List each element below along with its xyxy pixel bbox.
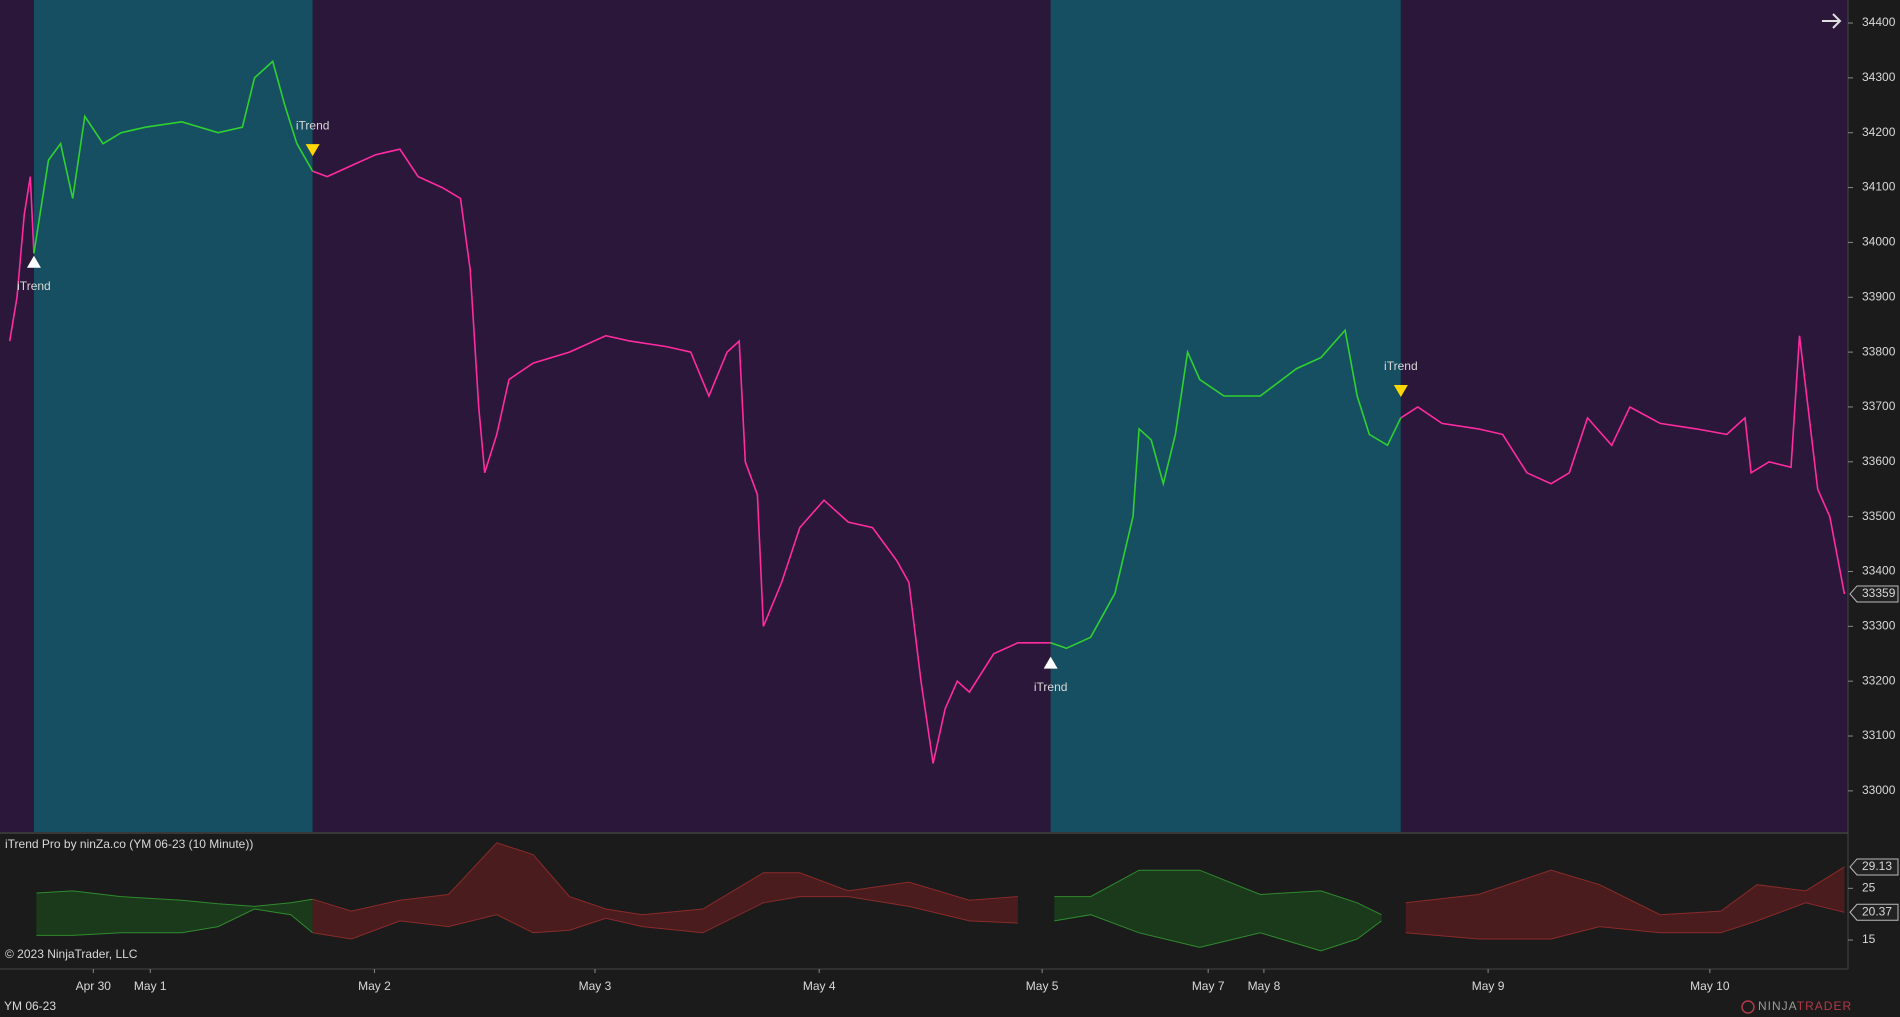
value-tag (1849, 903, 1899, 921)
trend-region (1050, 0, 1401, 832)
x-tick-label: May 3 (579, 979, 612, 993)
ribbon-fill (312, 842, 1018, 939)
ribbon-line (312, 896, 1018, 940)
signal-label: iTrend (17, 279, 51, 293)
x-tick-label: May 7 (1192, 979, 1225, 993)
y-tick-label: 33500 (1862, 509, 1896, 523)
plot-layer: iTrend iTrend iTrend iTrend (8, 59, 1846, 952)
region-layer (0, 0, 1848, 832)
trend-region (312, 0, 1051, 832)
brand: NINJATRADER (1758, 999, 1852, 1013)
price-line (8, 176, 35, 342)
y-tick-label: 33300 (1862, 619, 1896, 633)
signal-label: iTrend (296, 118, 330, 132)
y-tick-label: 33400 (1862, 564, 1896, 578)
price-line (1050, 328, 1402, 650)
signal-marker (305, 144, 320, 157)
y-tick-label: 33600 (1862, 454, 1896, 468)
trend-region (1400, 0, 1848, 832)
x-tick-label: May 8 (1248, 979, 1281, 993)
copyright: © 2023 NinjaTrader, LLC (5, 947, 138, 961)
ribbon-fill (1405, 866, 1845, 939)
x-tick-label: May 9 (1472, 979, 1505, 993)
trend-region (33, 0, 313, 832)
ribbon-line (1054, 914, 1382, 952)
y-tick-label: 33900 (1862, 289, 1896, 303)
y-tick-label: 34400 (1862, 15, 1896, 29)
ribbon-line (312, 842, 1018, 916)
y-tick-label: 33700 (1862, 399, 1896, 413)
signal-marker (1043, 656, 1058, 669)
y-tick-label: 34100 (1862, 180, 1896, 194)
x-tick-label: May 4 (803, 979, 836, 993)
signal-marker (26, 255, 41, 268)
brand-part: NINJA (1758, 999, 1797, 1013)
y-tick-label: 33200 (1862, 673, 1896, 687)
price-line (1400, 335, 1846, 595)
y-tick-label: 33100 (1862, 728, 1896, 742)
value-tag-label: 29.13 (1862, 859, 1892, 873)
price-tag-label: 33359 (1862, 586, 1896, 600)
indicator-title: iTrend Pro by ninZa.co (YM 06-23 (10 Min… (5, 837, 253, 851)
ribbon-line (1405, 866, 1845, 916)
value-tag (1849, 858, 1899, 876)
price-tag (1849, 585, 1899, 603)
y-tick-label: 25 (1862, 880, 1876, 894)
trend-region (0, 0, 34, 832)
y-tick-label: 34000 (1862, 235, 1896, 249)
value-tag-label: 20.37 (1862, 904, 1892, 918)
ribbon-fill (1054, 870, 1382, 951)
x-tick-label: May 1 (134, 979, 167, 993)
navigate-icon[interactable] (1822, 13, 1842, 29)
signal-label: iTrend (1384, 359, 1418, 373)
ribbon-line (36, 908, 313, 936)
ribbon-line (1054, 869, 1382, 916)
y-tick-label: 34300 (1862, 70, 1896, 84)
brand-part: TRADER (1797, 999, 1852, 1013)
signal-label: iTrend (1034, 680, 1068, 694)
y-tick-label: 33000 (1862, 783, 1896, 797)
x-tick-label: Apr 30 (76, 979, 112, 993)
x-tick-label: May 2 (358, 979, 391, 993)
x-tick-label: May 10 (1690, 979, 1730, 993)
y-tick-label: 33800 (1862, 344, 1896, 358)
ribbon-line (36, 890, 313, 907)
signal-marker (1393, 384, 1408, 397)
instrument-label: YM 06-23 (4, 999, 56, 1013)
y-tick-label: 34200 (1862, 125, 1896, 139)
y-tick-label: 15 (1862, 932, 1876, 946)
price-line (33, 59, 314, 254)
price-line (312, 148, 1051, 764)
ribbon-fill (36, 890, 313, 936)
ribbon-line (1405, 902, 1845, 940)
brand-icon (1741, 1000, 1755, 1014)
x-tick-label: May 5 (1026, 979, 1059, 993)
